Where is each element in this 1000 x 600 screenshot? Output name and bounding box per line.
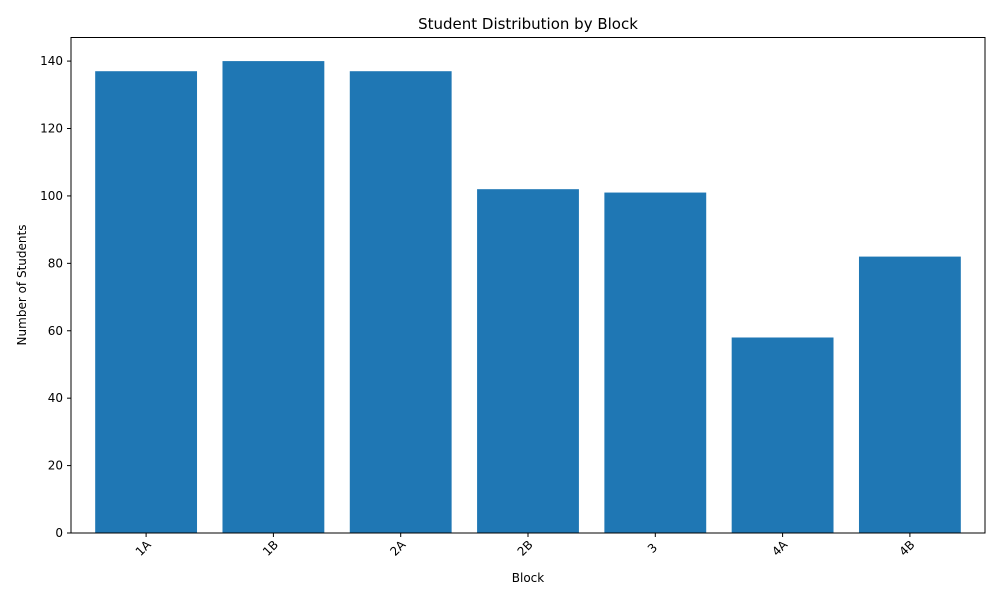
x-tick-label: 3 (645, 541, 660, 556)
bar-2B (477, 189, 579, 534)
y-tick-label: 0 (55, 526, 63, 540)
bar-3 (604, 192, 707, 533)
bar-2A (349, 71, 452, 533)
y-tick-label: 100 (40, 189, 63, 203)
y-tick-label: 120 (40, 122, 63, 136)
x-tick-label: 2A (387, 537, 409, 559)
x-tick-label: 4B (897, 538, 918, 559)
x-axis: 1A 1B 2A 2B 3 4A 4B (133, 533, 918, 559)
bar-1A (95, 71, 198, 533)
bars-layer (95, 61, 961, 534)
x-tick-label: 1B (260, 538, 281, 559)
y-tick-label: 60 (48, 324, 63, 338)
x-tick-label: 4A (769, 537, 791, 559)
y-axis-label: Number of Students (15, 225, 29, 346)
y-tick-label: 140 (40, 54, 63, 68)
y-tick-label: 20 (48, 459, 63, 473)
bar-4A (731, 337, 834, 533)
plot-frame (70, 37, 986, 534)
bar-1B (222, 61, 325, 533)
x-tick-label: 2B (515, 538, 536, 559)
y-tick-label: 80 (48, 256, 63, 270)
y-tick-label: 40 (48, 391, 63, 405)
x-axis-label: Block (512, 571, 545, 585)
bar-4B (858, 256, 961, 533)
chart-title: Student Distribution by Block (418, 15, 638, 33)
x-tick-label: 1A (133, 537, 155, 559)
y-axis: 0 20 40 60 80 100 120 140 (40, 54, 71, 540)
